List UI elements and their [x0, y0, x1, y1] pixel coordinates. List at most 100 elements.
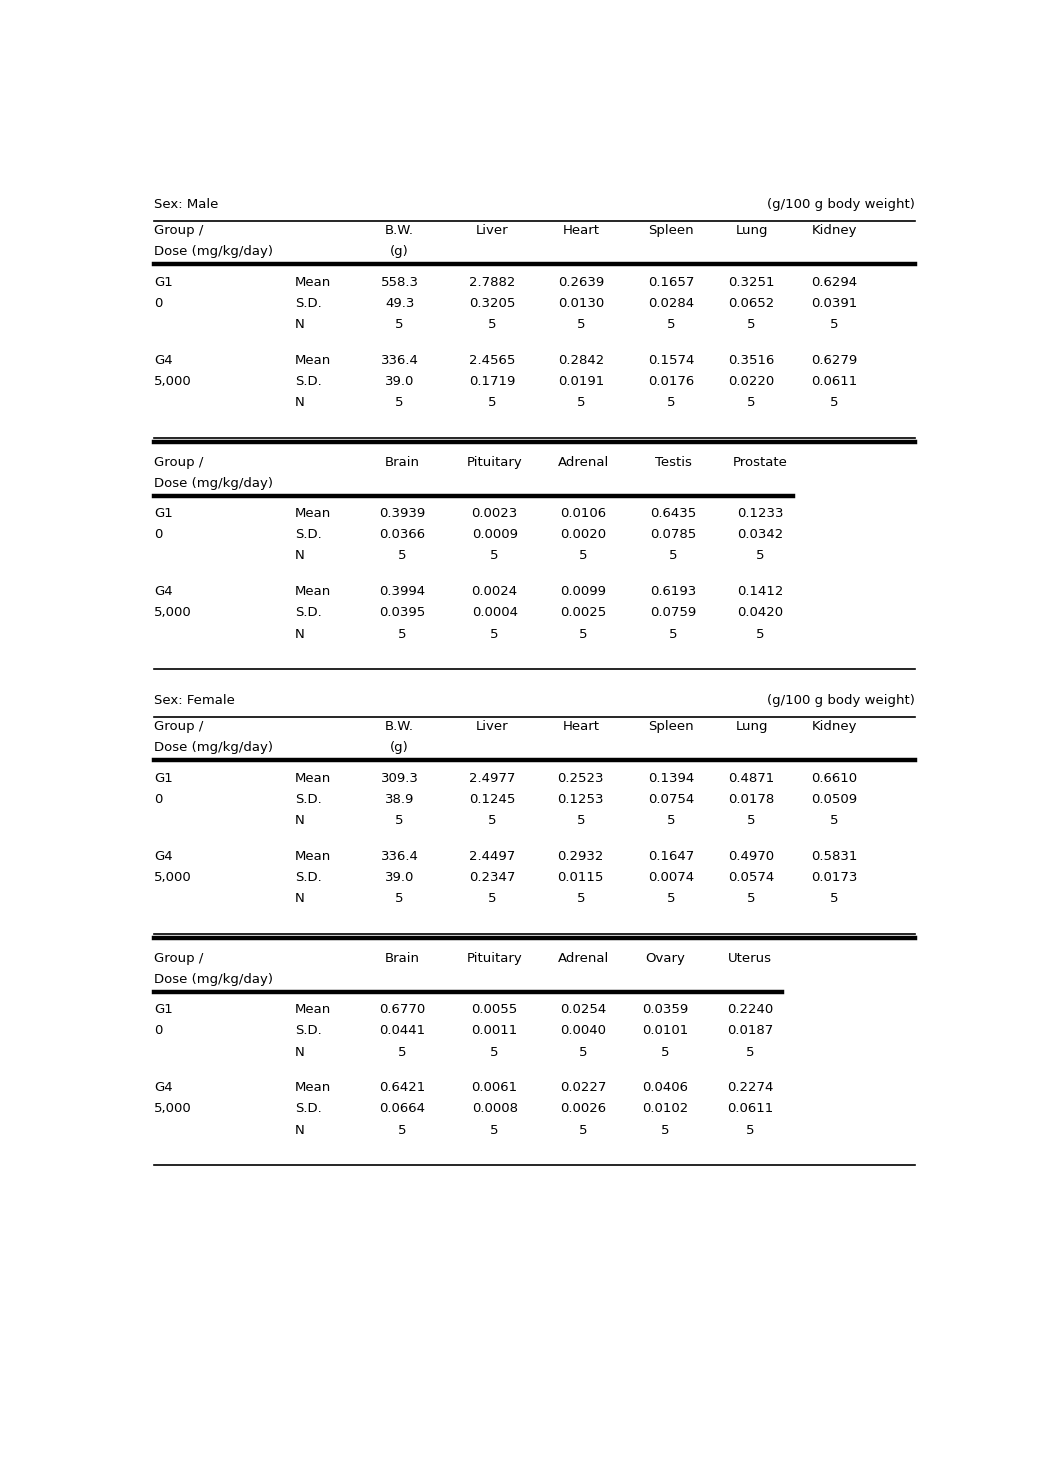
Text: 0.0008: 0.0008 [472, 1103, 517, 1116]
Text: 5: 5 [830, 397, 838, 408]
Text: S.D.: S.D. [295, 374, 322, 388]
Text: 0.0227: 0.0227 [560, 1082, 607, 1094]
Text: 0.0391: 0.0391 [811, 297, 857, 309]
Text: 5: 5 [669, 549, 677, 562]
Text: Group /: Group / [154, 952, 204, 965]
Text: S.D.: S.D. [295, 1103, 322, 1116]
Text: G1: G1 [154, 275, 172, 289]
Text: 0.0441: 0.0441 [379, 1024, 425, 1037]
Text: 5: 5 [579, 628, 587, 641]
Text: Mean: Mean [295, 1082, 331, 1094]
Text: 0.1647: 0.1647 [648, 850, 694, 863]
Text: 0.0176: 0.0176 [648, 374, 694, 388]
Text: 0.6770: 0.6770 [379, 1003, 425, 1017]
Text: S.D.: S.D. [295, 528, 322, 542]
Text: 5: 5 [490, 1045, 499, 1058]
Text: 5: 5 [830, 814, 838, 827]
Text: Spleen: Spleen [648, 721, 694, 734]
Text: 558.3: 558.3 [380, 275, 419, 289]
Text: 2.4565: 2.4565 [469, 354, 515, 367]
Text: 0.0102: 0.0102 [642, 1103, 689, 1116]
Text: 0.0284: 0.0284 [648, 297, 694, 309]
Text: 0.2347: 0.2347 [469, 872, 515, 884]
Text: 0.0009: 0.0009 [472, 528, 517, 542]
Text: 0.4871: 0.4871 [728, 773, 775, 784]
Text: 0.2274: 0.2274 [726, 1082, 773, 1094]
Text: 0.0406: 0.0406 [642, 1082, 689, 1094]
Text: 0.0173: 0.0173 [811, 872, 857, 884]
Text: S.D.: S.D. [295, 793, 322, 807]
Text: Dose (mg/kg/day): Dose (mg/kg/day) [154, 972, 273, 986]
Text: 5: 5 [396, 318, 404, 332]
Text: Kidney: Kidney [811, 721, 857, 734]
Text: 0.6279: 0.6279 [811, 354, 857, 367]
Text: 0.1394: 0.1394 [648, 773, 694, 784]
Text: 0.0611: 0.0611 [811, 374, 857, 388]
Text: 5: 5 [830, 892, 838, 906]
Text: 0.0191: 0.0191 [558, 374, 604, 388]
Text: Mean: Mean [295, 850, 331, 863]
Text: 5: 5 [669, 628, 677, 641]
Text: 0: 0 [154, 297, 162, 309]
Text: 0.0023: 0.0023 [472, 508, 517, 521]
Text: 5: 5 [579, 1123, 587, 1137]
Text: 5: 5 [667, 318, 675, 332]
Text: 0.0074: 0.0074 [648, 872, 694, 884]
Text: 0.3994: 0.3994 [379, 586, 425, 598]
Text: 0.0759: 0.0759 [650, 607, 696, 620]
Text: G4: G4 [154, 1082, 172, 1094]
Text: 5: 5 [579, 549, 587, 562]
Text: 0.3251: 0.3251 [728, 275, 775, 289]
Text: 5: 5 [396, 892, 404, 906]
Text: Dose (mg/kg/day): Dose (mg/kg/day) [154, 741, 273, 755]
Text: Liver: Liver [476, 225, 508, 237]
Text: Spleen: Spleen [648, 225, 694, 237]
Text: N: N [295, 318, 304, 332]
Text: Mean: Mean [295, 1003, 331, 1017]
Text: Adrenal: Adrenal [558, 456, 609, 469]
Text: 5: 5 [490, 628, 499, 641]
Text: 5: 5 [488, 397, 497, 408]
Text: 336.4: 336.4 [380, 354, 419, 367]
Text: 0.2842: 0.2842 [558, 354, 604, 367]
Text: 336.4: 336.4 [380, 850, 419, 863]
Text: 0.6421: 0.6421 [379, 1082, 425, 1094]
Text: 5,000: 5,000 [154, 872, 192, 884]
Text: 39.0: 39.0 [384, 374, 415, 388]
Text: G1: G1 [154, 773, 172, 784]
Text: 5: 5 [488, 814, 497, 827]
Text: Pituitary: Pituitary [467, 952, 523, 965]
Text: 5: 5 [747, 814, 755, 827]
Text: 0.0664: 0.0664 [379, 1103, 425, 1116]
Text: Pituitary: Pituitary [467, 456, 523, 469]
Text: 309.3: 309.3 [380, 773, 419, 784]
Text: Group /: Group / [154, 225, 204, 237]
Text: 5: 5 [667, 397, 675, 408]
Text: 0.0101: 0.0101 [642, 1024, 689, 1037]
Text: 5: 5 [830, 318, 838, 332]
Text: N: N [295, 1123, 304, 1137]
Text: 0.5831: 0.5831 [811, 850, 857, 863]
Text: 0.0220: 0.0220 [728, 374, 775, 388]
Text: G1: G1 [154, 508, 172, 521]
Text: Mean: Mean [295, 275, 331, 289]
Text: Kidney: Kidney [811, 225, 857, 237]
Text: 0.6193: 0.6193 [650, 586, 696, 598]
Text: Mean: Mean [295, 354, 331, 367]
Text: S.D.: S.D. [295, 297, 322, 309]
Text: S.D.: S.D. [295, 872, 322, 884]
Text: 0.0574: 0.0574 [728, 872, 775, 884]
Text: 2.4497: 2.4497 [469, 850, 515, 863]
Text: 0.0026: 0.0026 [560, 1103, 607, 1116]
Text: 0.3205: 0.3205 [469, 297, 515, 309]
Text: 49.3: 49.3 [384, 297, 415, 309]
Text: G4: G4 [154, 586, 172, 598]
Text: 0.2523: 0.2523 [558, 773, 604, 784]
Text: 0.1245: 0.1245 [469, 793, 515, 807]
Text: Prostate: Prostate [732, 456, 788, 469]
Text: 0.0020: 0.0020 [560, 528, 607, 542]
Text: S.D.: S.D. [295, 1024, 322, 1037]
Text: 0.0061: 0.0061 [472, 1082, 517, 1094]
Text: 2.7882: 2.7882 [469, 275, 515, 289]
Text: 0.0055: 0.0055 [472, 1003, 517, 1017]
